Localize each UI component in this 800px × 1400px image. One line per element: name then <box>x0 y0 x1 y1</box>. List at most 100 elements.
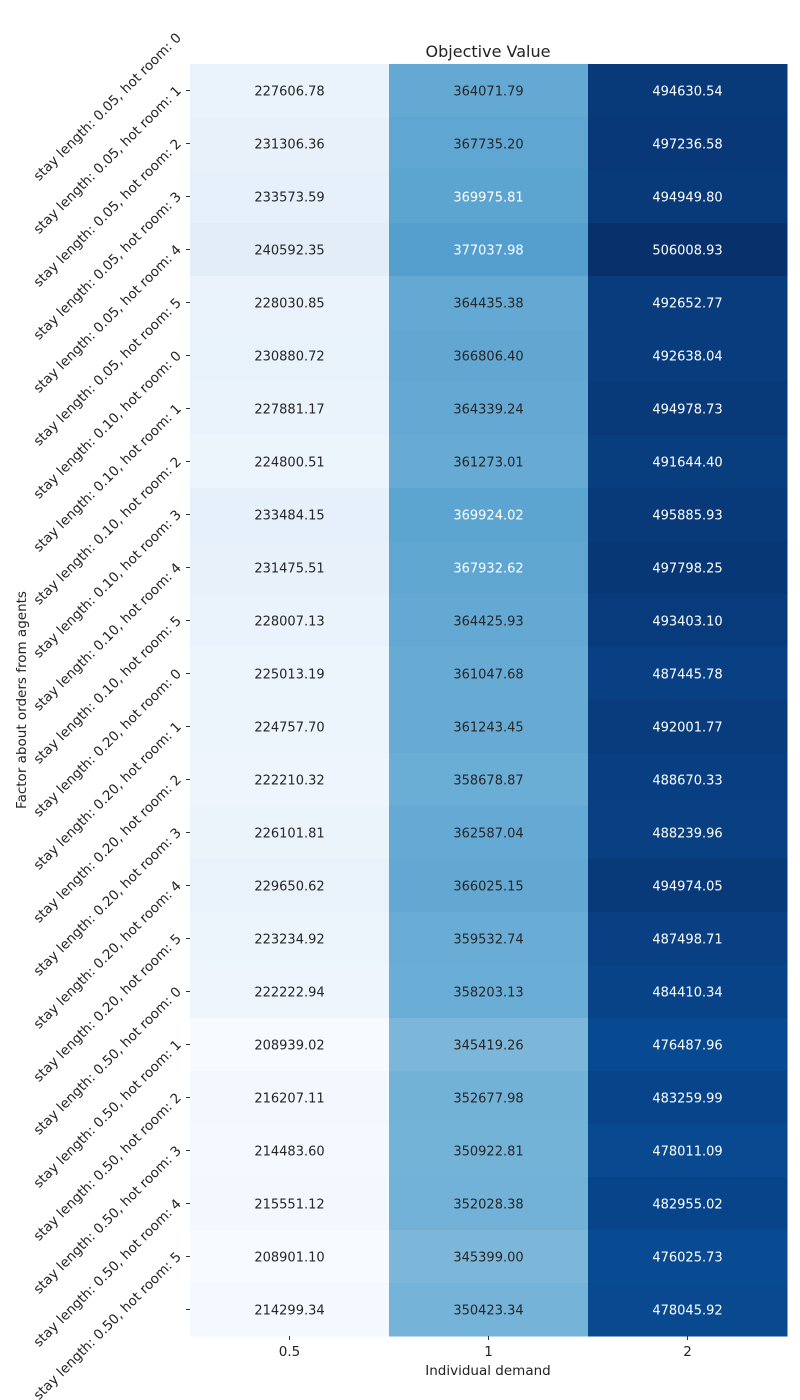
heatmap-cell <box>389 1177 589 1231</box>
heatmap-cell <box>389 965 589 1019</box>
cell-value-label: 476487.96 <box>652 1039 722 1054</box>
cell-value-label: 222222.94 <box>254 986 324 1001</box>
heatmap-cells: 227606.78 364071.79 494630.54 231306.36 3677… <box>190 64 788 1337</box>
cell-value-label: 483259.99 <box>652 1092 722 1107</box>
heatmap-cell <box>588 753 788 807</box>
heatmap-cell <box>389 1018 589 1072</box>
cell-value-label: 487445.78 <box>652 668 722 683</box>
heatmap-cell <box>190 382 390 436</box>
cell-value-label: 208939.02 <box>254 1039 324 1054</box>
cell-value-label: 224800.51 <box>254 456 324 471</box>
cell-value-label: 367932.62 <box>453 562 523 577</box>
cell-value-label: 214299.34 <box>254 1304 324 1319</box>
cell-value-label: 506008.93 <box>652 244 722 259</box>
cell-value-label: 240592.35 <box>254 244 324 259</box>
cell-value-label: 492638.04 <box>652 350 722 365</box>
y-axis-label: Factor about orders from agents <box>14 591 30 809</box>
heatmap-cell <box>389 1124 589 1178</box>
cell-value-label: 364425.93 <box>453 615 523 630</box>
cell-value-label: 359532.74 <box>453 933 523 948</box>
heatmap-cell <box>588 170 788 224</box>
chart-title: Objective Value <box>426 42 551 61</box>
cell-value-label: 364435.38 <box>453 297 523 312</box>
heatmap-cell <box>389 329 589 383</box>
heatmap-cell <box>190 647 390 701</box>
heatmap-cell <box>389 753 589 807</box>
heatmap-cell <box>588 806 788 860</box>
cell-value-label: 494630.54 <box>652 85 722 100</box>
cell-value-label: 369975.81 <box>453 191 523 206</box>
heatmap-cell <box>389 700 589 754</box>
heatmap-cell <box>190 912 390 966</box>
cell-value-label: 492001.77 <box>652 721 722 736</box>
heatmap-cell <box>588 382 788 436</box>
cell-value-label: 352028.38 <box>453 1198 523 1213</box>
cell-value-label: 215551.12 <box>254 1198 324 1213</box>
x-tick-label: 0.5 <box>279 1344 300 1360</box>
heatmap-cell <box>190 1018 390 1072</box>
cell-value-label: 358678.87 <box>453 774 523 789</box>
heatmap-cell <box>190 1177 390 1231</box>
cell-value-label: 350423.34 <box>453 1304 523 1319</box>
cell-value-label: 231475.51 <box>254 562 324 577</box>
cell-value-label: 366025.15 <box>453 880 523 895</box>
heatmap-cell <box>190 700 390 754</box>
heatmap-cell <box>588 488 788 542</box>
cell-value-label: 214483.60 <box>254 1145 324 1160</box>
heatmap-cell <box>588 276 788 330</box>
cell-value-label: 495885.93 <box>652 509 722 524</box>
cell-value-label: 497236.58 <box>652 138 722 153</box>
cell-value-label: 494978.73 <box>652 403 722 418</box>
cell-value-label: 228007.13 <box>254 615 324 630</box>
cell-value-label: 350922.81 <box>453 1145 523 1160</box>
heatmap-cell <box>588 64 788 118</box>
heatmap-cell <box>190 965 390 1019</box>
heatmap-cell <box>389 912 589 966</box>
heatmap-cell <box>389 488 589 542</box>
cell-value-label: 227606.78 <box>254 85 324 100</box>
cell-value-label: 352677.98 <box>453 1092 523 1107</box>
heatmap-cell <box>190 117 390 171</box>
heatmap-cell <box>190 594 390 648</box>
cell-value-label: 492652.77 <box>652 297 722 312</box>
heatmap-cell <box>190 1124 390 1178</box>
heatmap-cell <box>588 912 788 966</box>
heatmap-cell <box>588 594 788 648</box>
cell-value-label: 361243.45 <box>453 721 523 736</box>
heatmap-cell <box>389 223 589 277</box>
cell-value-label: 377037.98 <box>453 244 523 259</box>
heatmap-cell <box>190 1230 390 1284</box>
cell-value-label: 488239.96 <box>652 827 722 842</box>
cell-value-label: 364339.24 <box>453 403 523 418</box>
cell-value-label: 233573.59 <box>254 191 324 206</box>
heatmap-cell <box>389 541 589 595</box>
cell-value-label: 369924.02 <box>453 509 523 524</box>
cell-value-label: 364071.79 <box>453 85 523 100</box>
cell-value-label: 345399.00 <box>453 1251 523 1266</box>
cell-value-label: 358203.13 <box>453 986 523 1001</box>
heatmap-cell <box>190 276 390 330</box>
heatmap-cell <box>389 117 589 171</box>
heatmap-cell <box>389 435 589 489</box>
heatmap-cell <box>588 1071 788 1125</box>
heatmap-cell <box>588 647 788 701</box>
cell-value-label: 493403.10 <box>652 615 722 630</box>
heatmap-cell <box>588 1018 788 1072</box>
heatmap-cell <box>588 329 788 383</box>
heatmap-cell <box>389 1283 589 1337</box>
cell-value-label: 208901.10 <box>254 1251 324 1266</box>
cell-value-label: 216207.11 <box>254 1092 324 1107</box>
heatmap-cell <box>389 859 589 913</box>
cell-value-label: 223234.92 <box>254 933 324 948</box>
heatmap-cell <box>190 64 390 118</box>
heatmap-cell <box>588 541 788 595</box>
cell-value-label: 229650.62 <box>254 880 324 895</box>
heatmap-cell <box>389 170 589 224</box>
heatmap-cell <box>588 435 788 489</box>
cell-value-label: 494974.05 <box>652 880 722 895</box>
heatmap-cell <box>588 859 788 913</box>
cell-value-label: 361047.68 <box>453 668 523 683</box>
cell-value-label: 494949.80 <box>652 191 722 206</box>
cell-value-label: 226101.81 <box>254 827 324 842</box>
